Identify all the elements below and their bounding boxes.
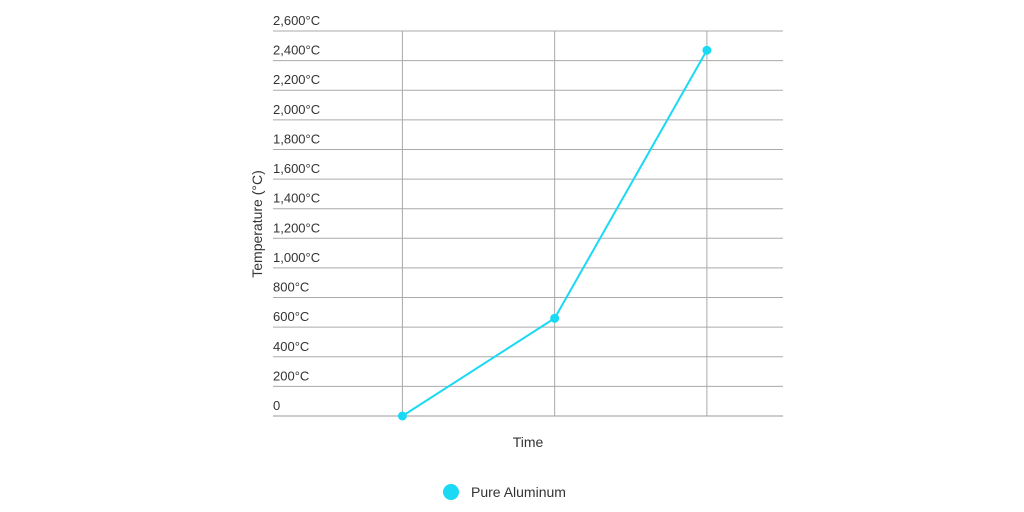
y-tick-label: 2,400°C [273,43,320,58]
y-axis-title: Temperature (°C) [249,170,265,278]
grid [273,30,783,417]
y-tick-label: 200°C [273,368,309,383]
data-point[interactable] [397,411,407,421]
y-tick-label: 2,600°C [273,13,320,28]
legend-swatch [443,484,459,500]
y-tick-label: 1,200°C [273,220,320,235]
x-axis-title: Time [513,434,544,450]
data-point[interactable] [550,313,560,323]
y-tick-label: 0 [273,398,280,413]
series-layer [397,45,712,421]
y-tick-label: 2,000°C [273,102,320,117]
legend-label-pure-aluminum: Pure Aluminum [471,484,566,500]
y-tick-label: 800°C [273,280,309,295]
y-tick-label: 2,200°C [273,72,320,87]
y-tick-label: 1,400°C [273,191,320,206]
y-axis-ticks: 0 200°C 400°C 600°C 800°C 1,000°C 1,200°C 1,400… [273,13,320,413]
y-tick-label: 1,600°C [273,161,320,176]
y-tick-label: 1,800°C [273,131,320,146]
y-tick-label: 400°C [273,339,309,354]
y-tick-label: 1,000°C [273,250,320,265]
y-tick-label: 600°C [273,309,309,324]
data-point[interactable] [702,45,712,55]
legend[interactable]: Pure Aluminum [443,484,566,500]
